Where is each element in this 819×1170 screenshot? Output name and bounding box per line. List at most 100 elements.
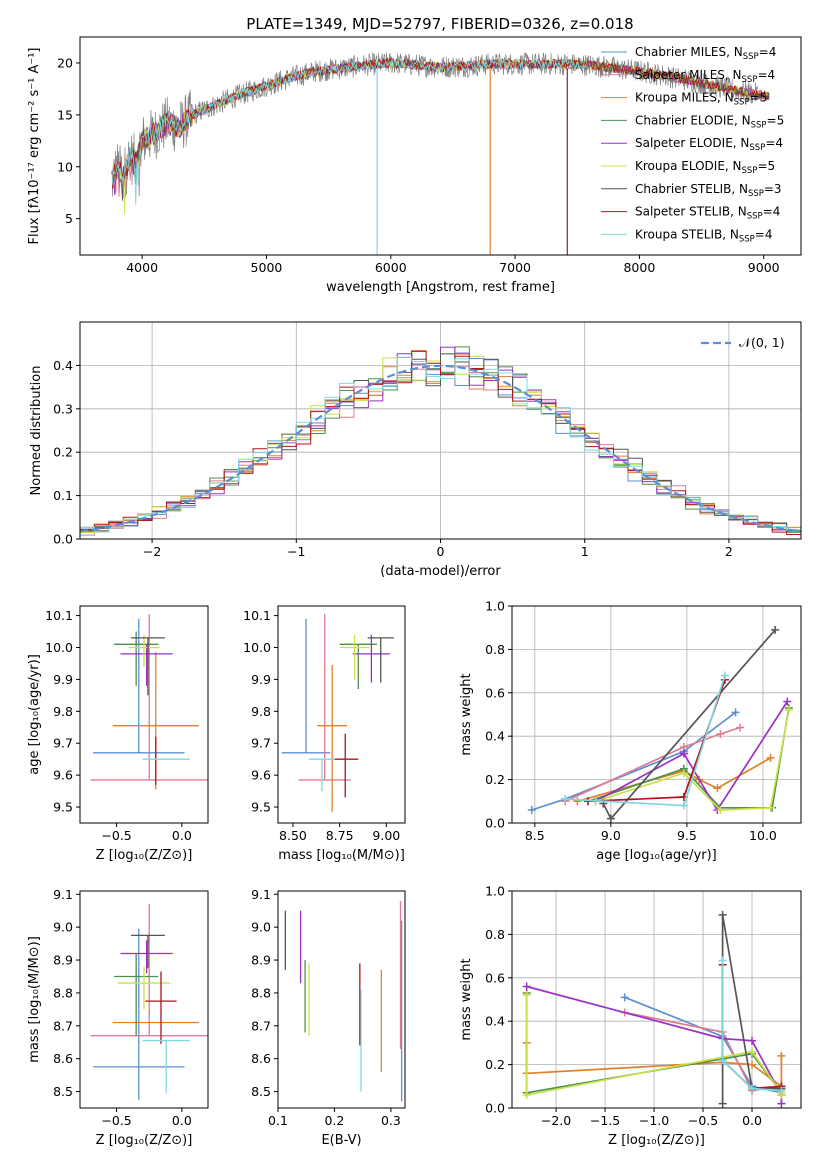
series-line bbox=[721, 960, 782, 1092]
y-tick-label: 0.0 bbox=[53, 532, 73, 547]
y-tick-label: 0.0 bbox=[485, 816, 505, 831]
x-tick-label: 0.3 bbox=[381, 1113, 401, 1128]
panel-mass-weight-vs-metallicity: −2.0 −1.5 −1.0 −0.5 0.0 0.0 0.2 0.4 0.6 0.8 1.0 Z [… bbox=[459, 884, 802, 1148]
panel-age-vs-mass: 8.50 8.75 9.00 9.5 9.6 9.7 9.8 9.9 10.0 10.1 mass … bbox=[243, 605, 406, 863]
x-axis-label: E(B-V) bbox=[321, 1133, 361, 1148]
series-line bbox=[595, 701, 789, 812]
normal-curve bbox=[80, 364, 801, 533]
y-tick-label: 8.9 bbox=[53, 953, 73, 968]
data-point-marker bbox=[522, 982, 531, 991]
legend-label: 𝒩(0, 1) bbox=[739, 335, 785, 350]
legend-label: Salpeter MILES, NSSP=4 bbox=[635, 68, 775, 85]
series-line bbox=[531, 711, 737, 811]
y-tick-label: 0.4 bbox=[485, 729, 505, 744]
y-tick-label: 9.8 bbox=[251, 704, 271, 719]
y-tick-label: 8.5 bbox=[251, 1084, 271, 1099]
legend: Chabrier MILES, NSSP=4 Salpeter MILES, NS… bbox=[601, 45, 784, 244]
y-axis-label: mass [log₁₀(M/M⊙)] bbox=[27, 936, 42, 1063]
x-axis-label: Z [log₁₀(Z/Z⊙)] bbox=[608, 1133, 705, 1148]
y-tick-label: 10.1 bbox=[45, 608, 73, 623]
x-tick-label: 1 bbox=[581, 544, 589, 559]
data-point-marker bbox=[766, 803, 775, 812]
x-tick-label: 2 bbox=[725, 544, 733, 559]
y-tick-label: 1.0 bbox=[485, 884, 505, 899]
data-point-marker bbox=[522, 991, 531, 1000]
x-tick-label: 9000 bbox=[748, 260, 780, 275]
y-tick-label: 0.2 bbox=[53, 445, 73, 460]
panel-age-vs-metallicity: −0.5 0.0 9.5 9.6 9.7 9.8 9.9 10.0 10.1 Z [log₁₀(Z… bbox=[27, 605, 209, 863]
y-tick-label: 1.0 bbox=[485, 599, 505, 614]
histogram-step bbox=[80, 350, 801, 535]
x-tick-label: 8.50 bbox=[279, 828, 307, 843]
figure-title: PLATE=1349, MJD=52797, FIBERID=0326, z=0… bbox=[246, 15, 633, 33]
axes-box bbox=[511, 605, 802, 824]
y-tick-label: 10.0 bbox=[243, 640, 271, 655]
data-point-marker bbox=[784, 706, 793, 715]
axes-frame: 8.50 8.75 9.00 9.5 9.6 9.7 9.8 9.9 10.0 10.1 mass … bbox=[243, 605, 406, 863]
plot-area bbox=[90, 613, 208, 790]
x-axis-label: wavelength [Angstrom, rest frame] bbox=[326, 280, 555, 295]
y-tick-label: 0.4 bbox=[53, 358, 73, 373]
y-tick-label: 15 bbox=[57, 107, 73, 122]
y-tick-label: 8.9 bbox=[251, 953, 271, 968]
data-point-marker bbox=[713, 784, 722, 793]
data-point-marker bbox=[620, 993, 629, 1002]
y-tick-label: 8.8 bbox=[53, 985, 73, 1000]
legend-label: Chabrier STELIB, NSSP=3 bbox=[635, 182, 782, 199]
y-tick-label: 0.8 bbox=[485, 642, 505, 657]
y-tick-label: 8.6 bbox=[251, 1051, 271, 1066]
plot-area bbox=[522, 910, 786, 1108]
axes-frame: 0.1 0.2 0.3 8.5 8.6 8.7 8.8 8.9 9.0 9.1 E(B-V) bbox=[251, 887, 406, 1148]
data-point-marker bbox=[766, 753, 775, 762]
plot-area bbox=[80, 346, 801, 536]
x-axis-label: (data-model)/error bbox=[380, 564, 501, 579]
data-point-marker bbox=[716, 730, 725, 739]
y-tick-label: 9.9 bbox=[53, 672, 73, 687]
y-tick-label: 9.7 bbox=[53, 736, 73, 751]
data-point-marker bbox=[777, 1086, 786, 1095]
plot-area bbox=[281, 613, 394, 812]
model-spectrum bbox=[111, 58, 770, 215]
data-point-marker bbox=[777, 1051, 786, 1060]
x-tick-label: −0.5 bbox=[101, 828, 131, 843]
y-tick-label: 9.6 bbox=[251, 768, 271, 783]
y-tick-label: 0.0 bbox=[485, 1101, 505, 1116]
legend-label: Kroupa MILES, NSSP=5 bbox=[635, 91, 767, 108]
x-tick-label: −2 bbox=[143, 544, 161, 559]
x-tick-label: −1 bbox=[287, 544, 305, 559]
axes-frame: −2 −1 0 1 2 0.0 0.1 0.2 0.3 0.4 (data-model)/error… bbox=[29, 321, 802, 579]
plot-area bbox=[111, 52, 770, 255]
y-tick-label: 0.4 bbox=[485, 1014, 505, 1029]
x-tick-label: 0.0 bbox=[172, 1113, 192, 1128]
y-tick-label: 9.1 bbox=[251, 887, 271, 902]
data-point-marker bbox=[777, 1099, 786, 1108]
data-point-marker bbox=[679, 801, 688, 810]
x-tick-label: 9.0 bbox=[601, 828, 621, 843]
series-line bbox=[564, 726, 741, 803]
x-tick-label: 6000 bbox=[375, 260, 407, 275]
y-axis-label: mass weight bbox=[459, 673, 474, 755]
y-tick-label: 8.8 bbox=[251, 985, 271, 1000]
x-axis-label: mass [log₁₀(M/M⊙)] bbox=[278, 848, 405, 863]
legend-label: Kroupa ELODIE, NSSP=5 bbox=[635, 159, 775, 176]
axes-box bbox=[79, 605, 209, 824]
data-point-marker bbox=[718, 910, 727, 919]
data-point-marker bbox=[716, 805, 725, 814]
plot-area bbox=[90, 904, 208, 1100]
y-tick-label: 10.0 bbox=[45, 640, 73, 655]
x-tick-label: 0.0 bbox=[172, 828, 192, 843]
x-tick-label: 8.5 bbox=[525, 828, 545, 843]
data-point-marker bbox=[718, 1056, 727, 1065]
y-axis-label: Flux [fλ10⁻¹⁷ erg cm⁻² s⁻¹ A⁻¹] bbox=[27, 48, 42, 245]
y-tick-label: 8.6 bbox=[53, 1051, 73, 1066]
y-tick-label: 0.3 bbox=[53, 401, 73, 416]
x-tick-label: 9.5 bbox=[677, 828, 697, 843]
x-tick-label: 10.0 bbox=[749, 828, 777, 843]
y-axis-label: mass weight bbox=[459, 958, 474, 1040]
data-point-marker bbox=[718, 1099, 727, 1108]
axes-frame: 8.5 9.0 9.5 10.0 0.0 0.2 0.4 0.6 0.8 1.0 age [log₁… bbox=[459, 599, 802, 863]
y-tick-label: 0.1 bbox=[53, 488, 73, 503]
data-point-marker bbox=[783, 697, 792, 706]
y-tick-label: 8.7 bbox=[251, 1018, 271, 1033]
